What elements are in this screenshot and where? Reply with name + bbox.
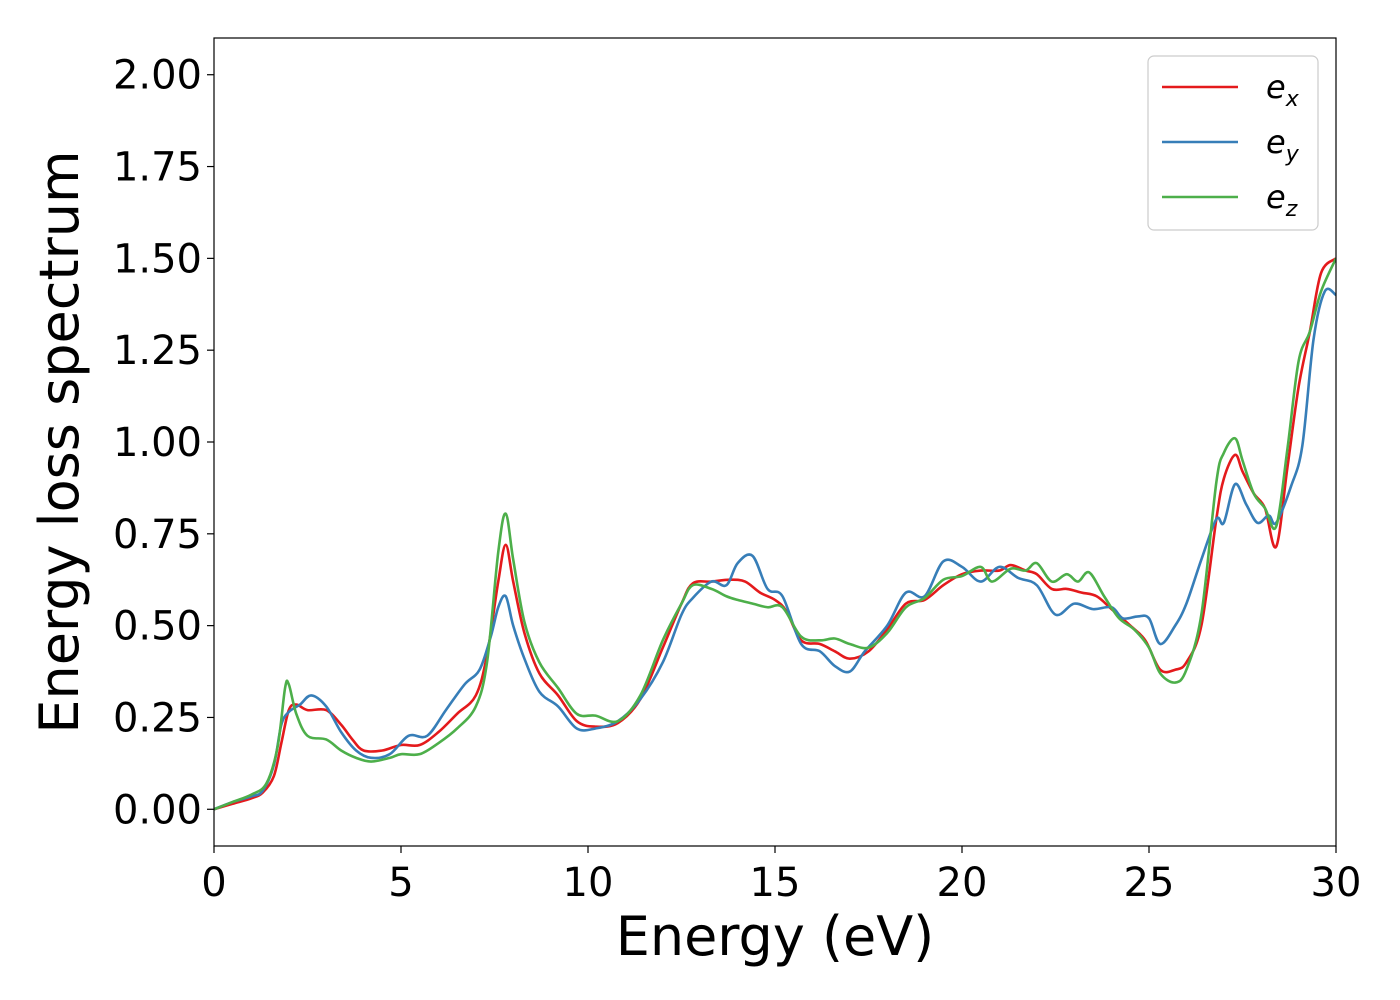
- series-lines: [214, 257, 1336, 811]
- legend-label-base: e: [1266, 123, 1286, 161]
- y-tick-label: 0.50: [113, 604, 202, 650]
- y-axis-title: Energy loss spectrum: [28, 150, 91, 733]
- y-tick-label: 1.75: [113, 145, 202, 191]
- x-tick-label: 0: [201, 860, 226, 906]
- legend-label-z: ez: [1266, 178, 1298, 222]
- legend-label-subscript: y: [1285, 142, 1300, 167]
- x-axis-title: Energy (eV): [616, 905, 935, 968]
- y-tick-label: 1.50: [113, 236, 202, 282]
- y-tick-label: 1.25: [113, 328, 202, 374]
- x-tick-label: 30: [1311, 860, 1362, 906]
- legend-label-base: e: [1266, 68, 1286, 106]
- x-tick-label: 5: [388, 860, 413, 906]
- x-axis: 0 5 10 15 20 25 30: [201, 846, 1361, 906]
- y-tick-label: 0.75: [113, 512, 202, 558]
- legend-label-x: ex: [1266, 68, 1300, 112]
- y-tick-label: 1.00: [113, 420, 202, 466]
- x-tick-label: 15: [750, 860, 801, 906]
- x-tick-label: 10: [563, 860, 614, 906]
- series-line-x: [214, 257, 1336, 811]
- legend-label-subscript: x: [1285, 87, 1300, 112]
- legend-label-base: e: [1266, 178, 1286, 216]
- y-tick-label: 0.25: [113, 695, 202, 741]
- y-tick-label: 2.00: [113, 53, 202, 99]
- y-axis: 0.00 0.25 0.50 0.75 1.00 1.25 1.50 1.75 2.00: [113, 53, 214, 833]
- y-tick-label: 0.00: [113, 787, 202, 833]
- x-tick-label: 20: [937, 860, 988, 906]
- series-line-y: [214, 287, 1336, 811]
- legend-label-y: ey: [1266, 123, 1300, 167]
- x-tick-label: 25: [1124, 860, 1175, 906]
- legend-label-subscript: z: [1285, 197, 1298, 222]
- series-line-z: [214, 257, 1336, 811]
